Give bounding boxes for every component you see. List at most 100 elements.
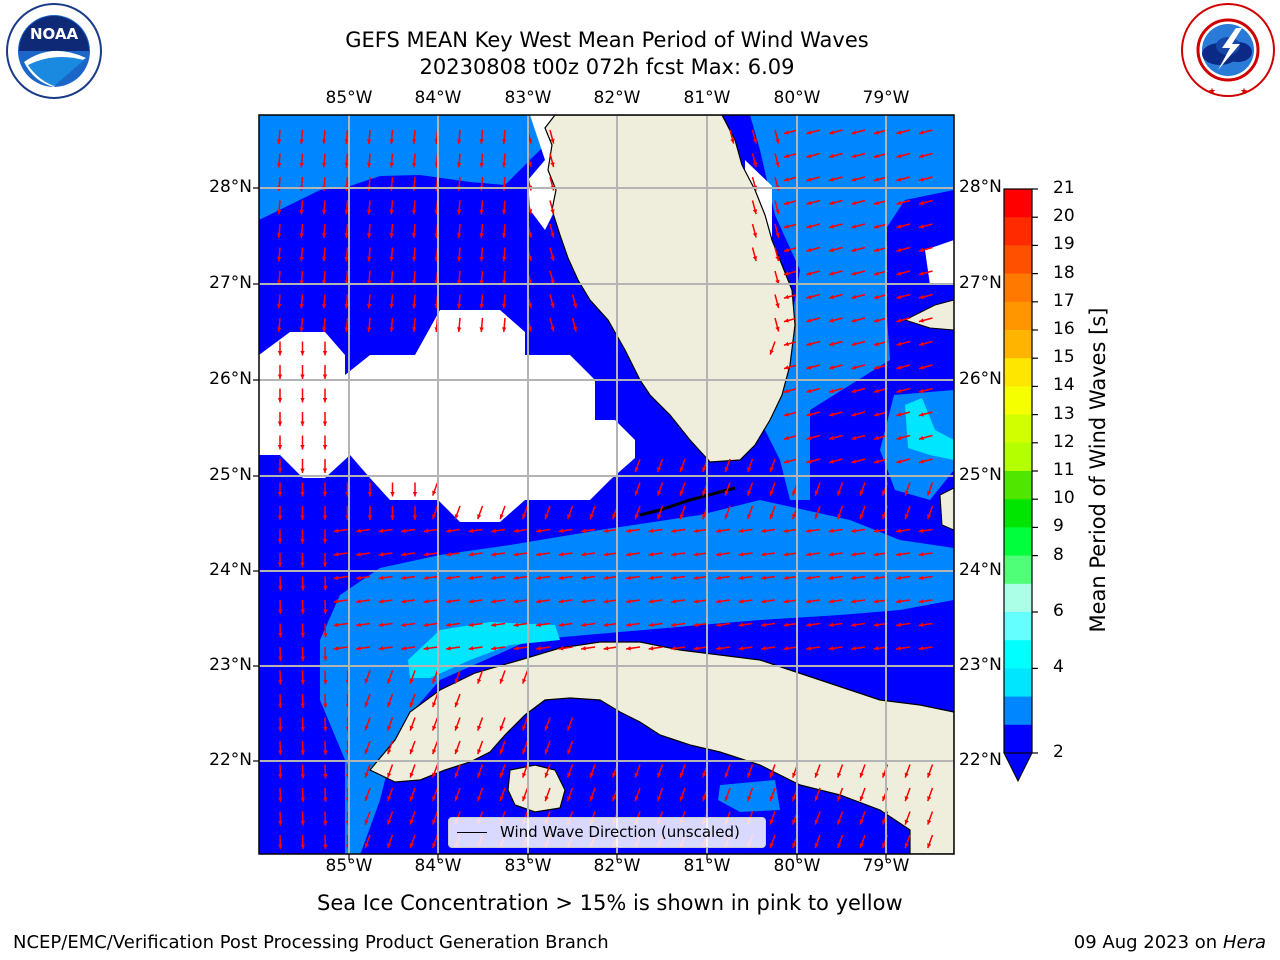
- wave-direction-arrowhead: [364, 772, 369, 778]
- wave-direction-arrowhead: [278, 609, 283, 614]
- wave-direction-arrowhead: [828, 459, 834, 464]
- wave-direction-arrowhead: [344, 139, 349, 144]
- wave-direction-arrowhead: [513, 552, 519, 557]
- wave-direction-arrowhead: [300, 491, 305, 497]
- wave-direction-arrowhead: [479, 327, 484, 332]
- wave-direction-arrowhead: [792, 796, 797, 802]
- wave-direction-arrowhead: [502, 280, 507, 285]
- wave-direction-arrowhead: [626, 575, 631, 580]
- wave-direction-arrowhead: [873, 575, 879, 580]
- noaa-logo: NOAA: [6, 3, 102, 99]
- wave-direction-arrowhead: [873, 365, 879, 370]
- wave-direction-arrowhead: [851, 294, 857, 300]
- wave-direction-arrowhead: [323, 773, 328, 779]
- lat-label-left: 22°N: [209, 750, 252, 770]
- wave-direction-arrowhead: [671, 528, 676, 533]
- colorbar-tick-label: 9: [1053, 516, 1064, 537]
- wave-direction-arrowhead: [806, 341, 812, 347]
- wave-direction-arrowhead: [671, 622, 676, 627]
- wave-direction-arrowhead: [761, 599, 766, 604]
- wave-direction-arrowhead: [367, 209, 372, 215]
- wave-direction-arrowhead: [409, 772, 414, 778]
- wave-direction-arrowhead: [806, 599, 811, 604]
- lat-label-left: 23°N: [209, 655, 252, 675]
- wave-direction-arrowhead: [367, 256, 372, 262]
- wave-direction-arrowhead: [367, 327, 372, 332]
- wave-direction-arrowhead: [300, 421, 305, 426]
- wave-direction-arrowhead: [775, 209, 780, 215]
- wave-direction-arrowhead: [837, 772, 842, 778]
- lon-label-top: 84°W: [414, 88, 462, 108]
- wave-direction-arrowhead: [828, 247, 834, 253]
- wave-direction-arrowhead: [918, 388, 924, 394]
- wave-direction-arrowhead: [412, 209, 417, 215]
- wave-direction-arrowhead: [828, 552, 834, 557]
- wave-direction-arrowhead: [693, 552, 699, 557]
- wave-direction-arrowhead: [412, 280, 417, 285]
- wave-direction-arrowhead: [387, 843, 392, 849]
- wave-direction-arrowhead: [828, 153, 834, 159]
- wave-direction-arrowhead: [648, 622, 654, 627]
- wave-direction-arrowhead: [626, 622, 631, 627]
- wave-direction-arrowhead: [522, 796, 527, 802]
- wave-direction-arrowhead: [479, 303, 484, 309]
- wave-direction-arrowhead: [278, 773, 283, 779]
- wave-direction-arrowhead: [814, 843, 819, 849]
- wave-direction-arrowhead: [851, 130, 857, 135]
- wave-direction-arrowhead: [550, 326, 555, 332]
- colorbar-segment: [1004, 245, 1032, 275]
- wave-direction-arrowhead: [409, 843, 414, 849]
- no-data-bahamas: [925, 240, 954, 285]
- wave-direction-arrowhead: [323, 679, 328, 685]
- wave-direction-arrowhead: [344, 327, 349, 332]
- wave-direction-arrowhead: [454, 702, 459, 708]
- wave-direction-arrowhead: [409, 678, 414, 684]
- wave-direction-arrowhead: [648, 599, 654, 604]
- wave-direction-arrowhead: [344, 303, 349, 309]
- wave-direction-arrowhead: [502, 303, 507, 309]
- wave-direction-arrowhead: [389, 139, 394, 144]
- wave-direction-arrowhead: [558, 528, 564, 533]
- wave-direction-arrowhead: [300, 350, 305, 356]
- wave-direction-arrowhead: [783, 271, 789, 276]
- wave-direction-arrowhead: [716, 646, 721, 651]
- wave-direction-arrowhead: [828, 177, 834, 182]
- wave-direction-arrowhead: [364, 749, 369, 755]
- wave-direction-arrowhead: [581, 552, 586, 557]
- wave-direction-arrowhead: [918, 130, 924, 135]
- colorbar-segment: [1004, 301, 1032, 331]
- wave-direction-arrowhead: [738, 575, 744, 580]
- colorbar-tick-label: 20: [1053, 206, 1075, 227]
- wave-direction-arrowhead: [477, 796, 482, 802]
- wave-direction-arrowhead: [323, 820, 328, 826]
- sea-ice-note: Sea Ice Concentration > 15% is shown in …: [317, 891, 903, 915]
- wave-direction-arrowhead: [859, 490, 864, 496]
- wave-direction-arrowhead: [446, 599, 451, 604]
- wave-direction-arrowhead: [859, 772, 864, 778]
- lon-label-top: 80°W: [773, 88, 821, 108]
- wave-direction-arrowhead: [550, 303, 555, 309]
- wave-direction-arrowhead: [499, 772, 504, 778]
- wave-direction-arrowhead: [299, 139, 304, 144]
- wave-direction-arrowhead: [927, 514, 932, 520]
- wave-direction-arrowhead: [550, 162, 555, 168]
- wave-direction-arrowhead: [468, 599, 474, 604]
- wave-direction-arrowhead: [603, 552, 609, 557]
- wave-direction-arrowhead: [589, 796, 594, 802]
- wave-direction-arrowhead: [468, 622, 474, 627]
- wave-direction-arrowhead: [918, 271, 924, 276]
- wave-direction-arrowhead: [671, 552, 676, 557]
- wave-direction-arrowhead: [278, 679, 283, 685]
- wave-direction-arrowhead: [806, 153, 812, 159]
- wave-direction-arrowhead: [693, 599, 699, 604]
- wave-direction-arrowhead: [769, 843, 774, 849]
- wave-direction-arrowhead: [567, 749, 572, 755]
- wave-direction-arrowhead: [277, 491, 283, 497]
- wave-direction-arrowhead: [738, 528, 744, 533]
- lat-label-left: 28°N: [209, 177, 252, 197]
- wave-direction-arrowhead: [432, 819, 437, 825]
- wave-direction-arrowhead: [896, 153, 902, 159]
- wave-direction-arrowhead: [859, 843, 864, 849]
- wave-direction-arrowhead: [775, 138, 780, 144]
- wave-direction-arrowhead: [432, 796, 437, 802]
